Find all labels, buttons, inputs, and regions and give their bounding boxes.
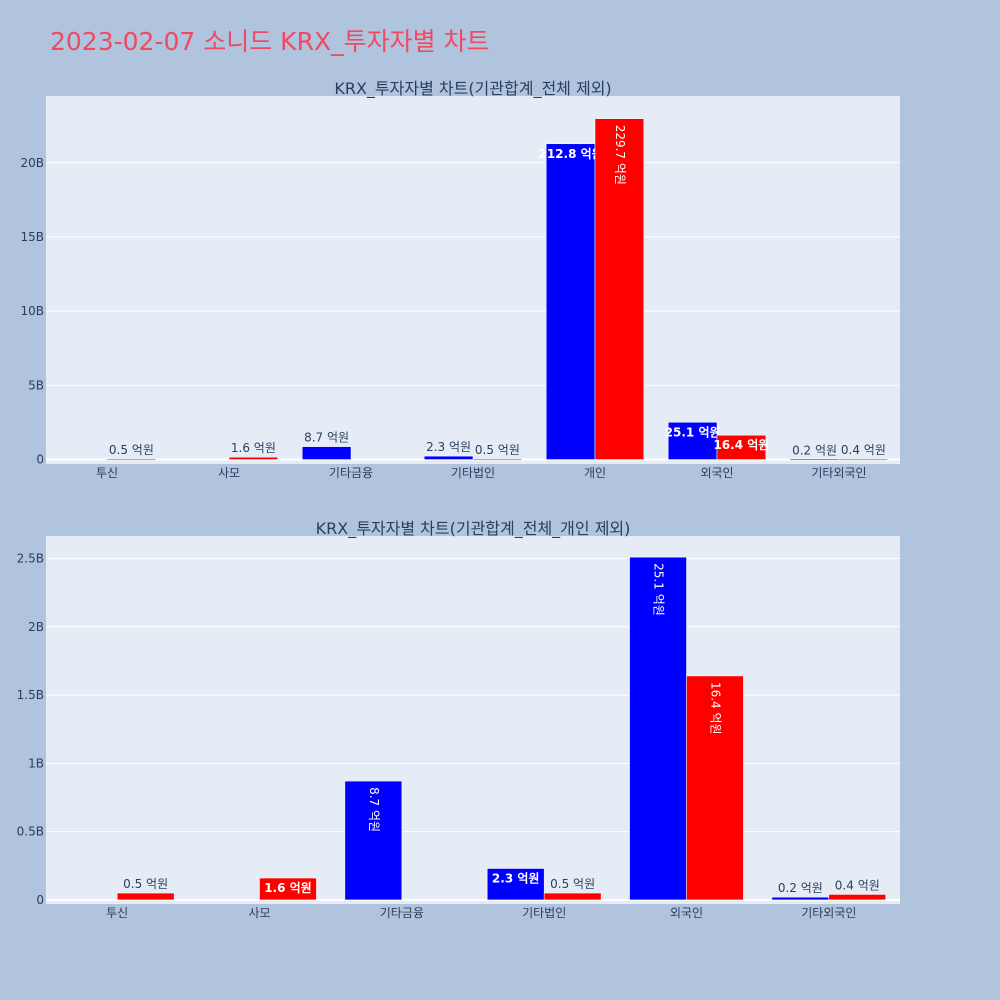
x-tick-label: 기타금융 — [329, 466, 373, 480]
x-tick-label: 기타외국인 — [811, 466, 866, 480]
data-label: 16.4 억원 — [708, 682, 722, 735]
x-tick-label: 개인 — [584, 466, 606, 480]
x-tick-label: 투신 — [96, 466, 118, 480]
x-tick-label: 외국인 — [700, 466, 733, 480]
data-label: 1.6 억원 — [264, 881, 312, 895]
data-label: 0.5 억원 — [123, 877, 168, 891]
x-tick-label: 투신 — [106, 906, 128, 920]
x-tick-label: 사모 — [248, 906, 270, 920]
data-label: 0.2 억원 — [778, 881, 823, 895]
data-label: 8.7 억원 — [304, 431, 349, 445]
x-tick-label: 기타법인 — [522, 906, 566, 920]
chart-title: KRX_투자자별 차트(기관합계_전체_개인 제외) — [316, 519, 631, 539]
y-tick-label: 1.5B — [17, 688, 44, 702]
data-label: 0.4 억원 — [841, 443, 886, 457]
bar — [828, 894, 887, 901]
page-title: 2023-02-07 소니드 KRX_투자자별 차트 — [50, 27, 490, 56]
y-tick-label: 5B — [28, 378, 44, 392]
y-tick-label: 15B — [20, 230, 44, 244]
y-tick-label: 2B — [28, 620, 44, 634]
x-tick-label: 기타외국인 — [801, 906, 856, 920]
bar — [543, 892, 602, 901]
data-label: 16.4 억원 — [713, 438, 769, 452]
data-label: 0.5 억원 — [475, 443, 520, 457]
bar — [716, 434, 767, 460]
bar — [838, 458, 889, 461]
data-label: 0.5 억원 — [109, 443, 154, 457]
x-tick-label: 기타금융 — [380, 906, 424, 920]
y-tick-label: 20B — [20, 156, 44, 170]
bar — [259, 877, 317, 901]
data-label: 2.3 억원 — [492, 871, 540, 885]
x-tick-label: 외국인 — [670, 906, 703, 920]
x-tick-label: 사모 — [218, 466, 240, 480]
data-label: 0.2 억원 — [792, 443, 837, 457]
bar — [301, 446, 352, 460]
bar — [545, 143, 596, 460]
y-tick-label: 2.5B — [17, 552, 44, 566]
bar — [667, 422, 718, 460]
data-label: 2.3 억원 — [426, 440, 471, 454]
bar — [594, 118, 645, 460]
y-tick-label: 10B — [20, 304, 44, 318]
bar — [629, 556, 687, 901]
y-tick-label: 0 — [36, 453, 44, 467]
bar — [228, 456, 279, 460]
data-label: 212.8 억원 — [538, 147, 602, 161]
data-label: 0.5 억원 — [550, 877, 595, 891]
bar — [423, 455, 474, 460]
data-label: 0.4 억원 — [835, 878, 880, 892]
data-label: 25.1 억원 — [665, 425, 721, 439]
bar — [116, 892, 175, 901]
chart-title: KRX_투자자별 차트(기관합계_전체 제외) — [334, 79, 611, 99]
data-label: 229.7 억원 — [613, 125, 627, 185]
data-label: 25.1 억원 — [652, 563, 666, 616]
bar — [486, 868, 545, 901]
bar — [106, 458, 157, 461]
bar — [771, 896, 830, 901]
y-tick-label: 1B — [28, 756, 44, 770]
data-label: 1.6 억원 — [231, 441, 276, 455]
plot-area — [46, 96, 900, 464]
y-tick-label: 0 — [36, 893, 44, 907]
bar — [686, 675, 744, 901]
data-label: 8.7 억원 — [367, 787, 381, 832]
bar — [472, 458, 523, 461]
bar — [344, 780, 403, 901]
x-tick-label: 기타법인 — [451, 466, 495, 480]
y-tick-label: 0.5B — [17, 825, 44, 839]
plot-area — [46, 536, 900, 904]
